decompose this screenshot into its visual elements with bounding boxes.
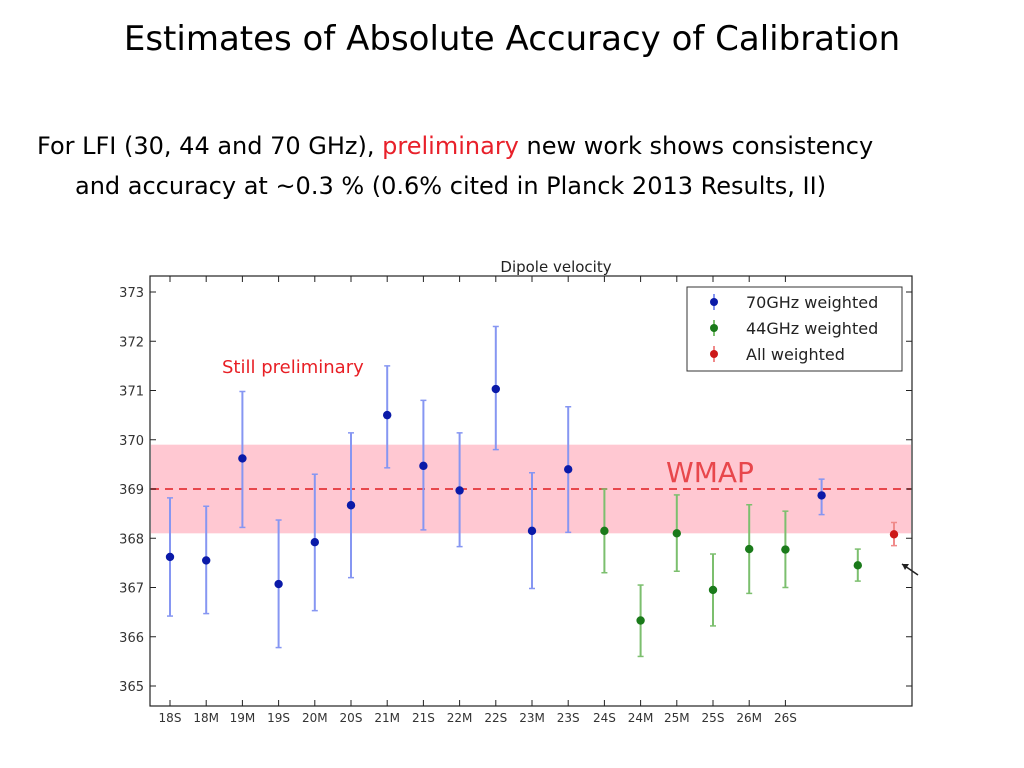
pointer-arrow-icon: [902, 564, 909, 570]
x-tick-label: 25M: [664, 711, 690, 725]
chart-title: Dipole velocity: [500, 258, 611, 276]
data-point: [564, 465, 573, 474]
series-all: [889, 521, 899, 547]
body-text-part1: For LFI (30, 44 and 70 GHz),: [37, 132, 375, 160]
x-tick-label: 19S: [267, 711, 290, 725]
y-tick-label: 371: [119, 385, 144, 400]
slide-body: For LFI (30, 44 and 70 GHz), preliminary…: [37, 126, 1012, 206]
x-tick-label: 26M: [736, 711, 762, 725]
legend-box: [686, 286, 903, 372]
x-tick-label: 26S: [774, 711, 797, 725]
data-point: [889, 530, 899, 539]
data-point: [238, 454, 247, 463]
x-tick-label: 21M: [374, 711, 400, 725]
body-text-part2: new work shows consistency: [526, 132, 874, 160]
y-tick-label: 365: [119, 680, 144, 695]
legend: 70GHz weighted 44GHz weighted All weighted: [686, 286, 903, 372]
data-point: [419, 461, 428, 471]
legend-label: 70GHz weighted: [746, 293, 878, 312]
data-point: [310, 537, 319, 547]
data-point: [600, 526, 609, 536]
legend-marker: [710, 350, 718, 358]
y-tick-label: 368: [119, 532, 144, 547]
x-tick-label: 23S: [557, 711, 580, 725]
x-tick-label: 19M: [230, 711, 256, 725]
x-tick-label: 25S: [702, 711, 725, 725]
data-point: [455, 486, 464, 495]
data-point: [527, 526, 537, 536]
data-point: [383, 410, 392, 420]
annotation-still-preliminary: Still preliminary: [222, 357, 364, 378]
x-tick-label: 20M: [302, 711, 328, 725]
y-tick-label: 369: [119, 483, 144, 498]
body-line-2: and accuracy at ~0.3 % (0.6% cited in Pl…: [75, 172, 827, 200]
series-70ghz: [165, 325, 826, 649]
data-point: [202, 556, 211, 565]
x-tick-label: 20S: [340, 711, 363, 725]
slide-title: Estimates of Absolute Accuracy of Calibr…: [123, 19, 901, 59]
y-tick-label: 370: [119, 434, 144, 449]
x-tick-label: 22M: [447, 711, 473, 725]
body-highlight: preliminary: [382, 132, 519, 160]
data-point: [817, 491, 826, 500]
plot-frame: [149, 275, 913, 707]
data-point: [346, 501, 356, 510]
x-tick-label: 24S: [593, 711, 616, 725]
data-point: [708, 585, 718, 595]
data-point: [165, 552, 175, 562]
x-tick-label: 22S: [484, 711, 507, 725]
legend-marker: [710, 324, 718, 332]
series-44ghz: [600, 488, 862, 658]
x-tick-label: 18M: [193, 711, 219, 725]
x-tick-label: 21S: [412, 711, 435, 725]
y-tick-label: 367: [119, 582, 144, 597]
legend-label: All weighted: [746, 345, 845, 364]
data-point: [491, 384, 500, 394]
y-tick-label: 373: [119, 286, 144, 301]
legend-marker: [710, 298, 718, 306]
data-point: [636, 616, 645, 625]
data-point: [672, 529, 681, 538]
x-tick-label: 24M: [628, 711, 654, 725]
data-point: [745, 544, 754, 554]
data-point: [853, 561, 862, 570]
data-point: [781, 545, 790, 554]
data-point: [274, 579, 283, 589]
body-line-1: For LFI (30, 44 and 70 GHz), preliminary…: [37, 126, 1012, 166]
x-tick-label: 23M: [519, 711, 545, 725]
wmap-label: WMAP: [666, 456, 754, 489]
y-tick-label: 366: [119, 631, 144, 646]
y-tick-label: 372: [119, 335, 144, 350]
legend-label: 44GHz weighted: [746, 319, 878, 338]
x-tick-label: 18S: [159, 711, 182, 725]
